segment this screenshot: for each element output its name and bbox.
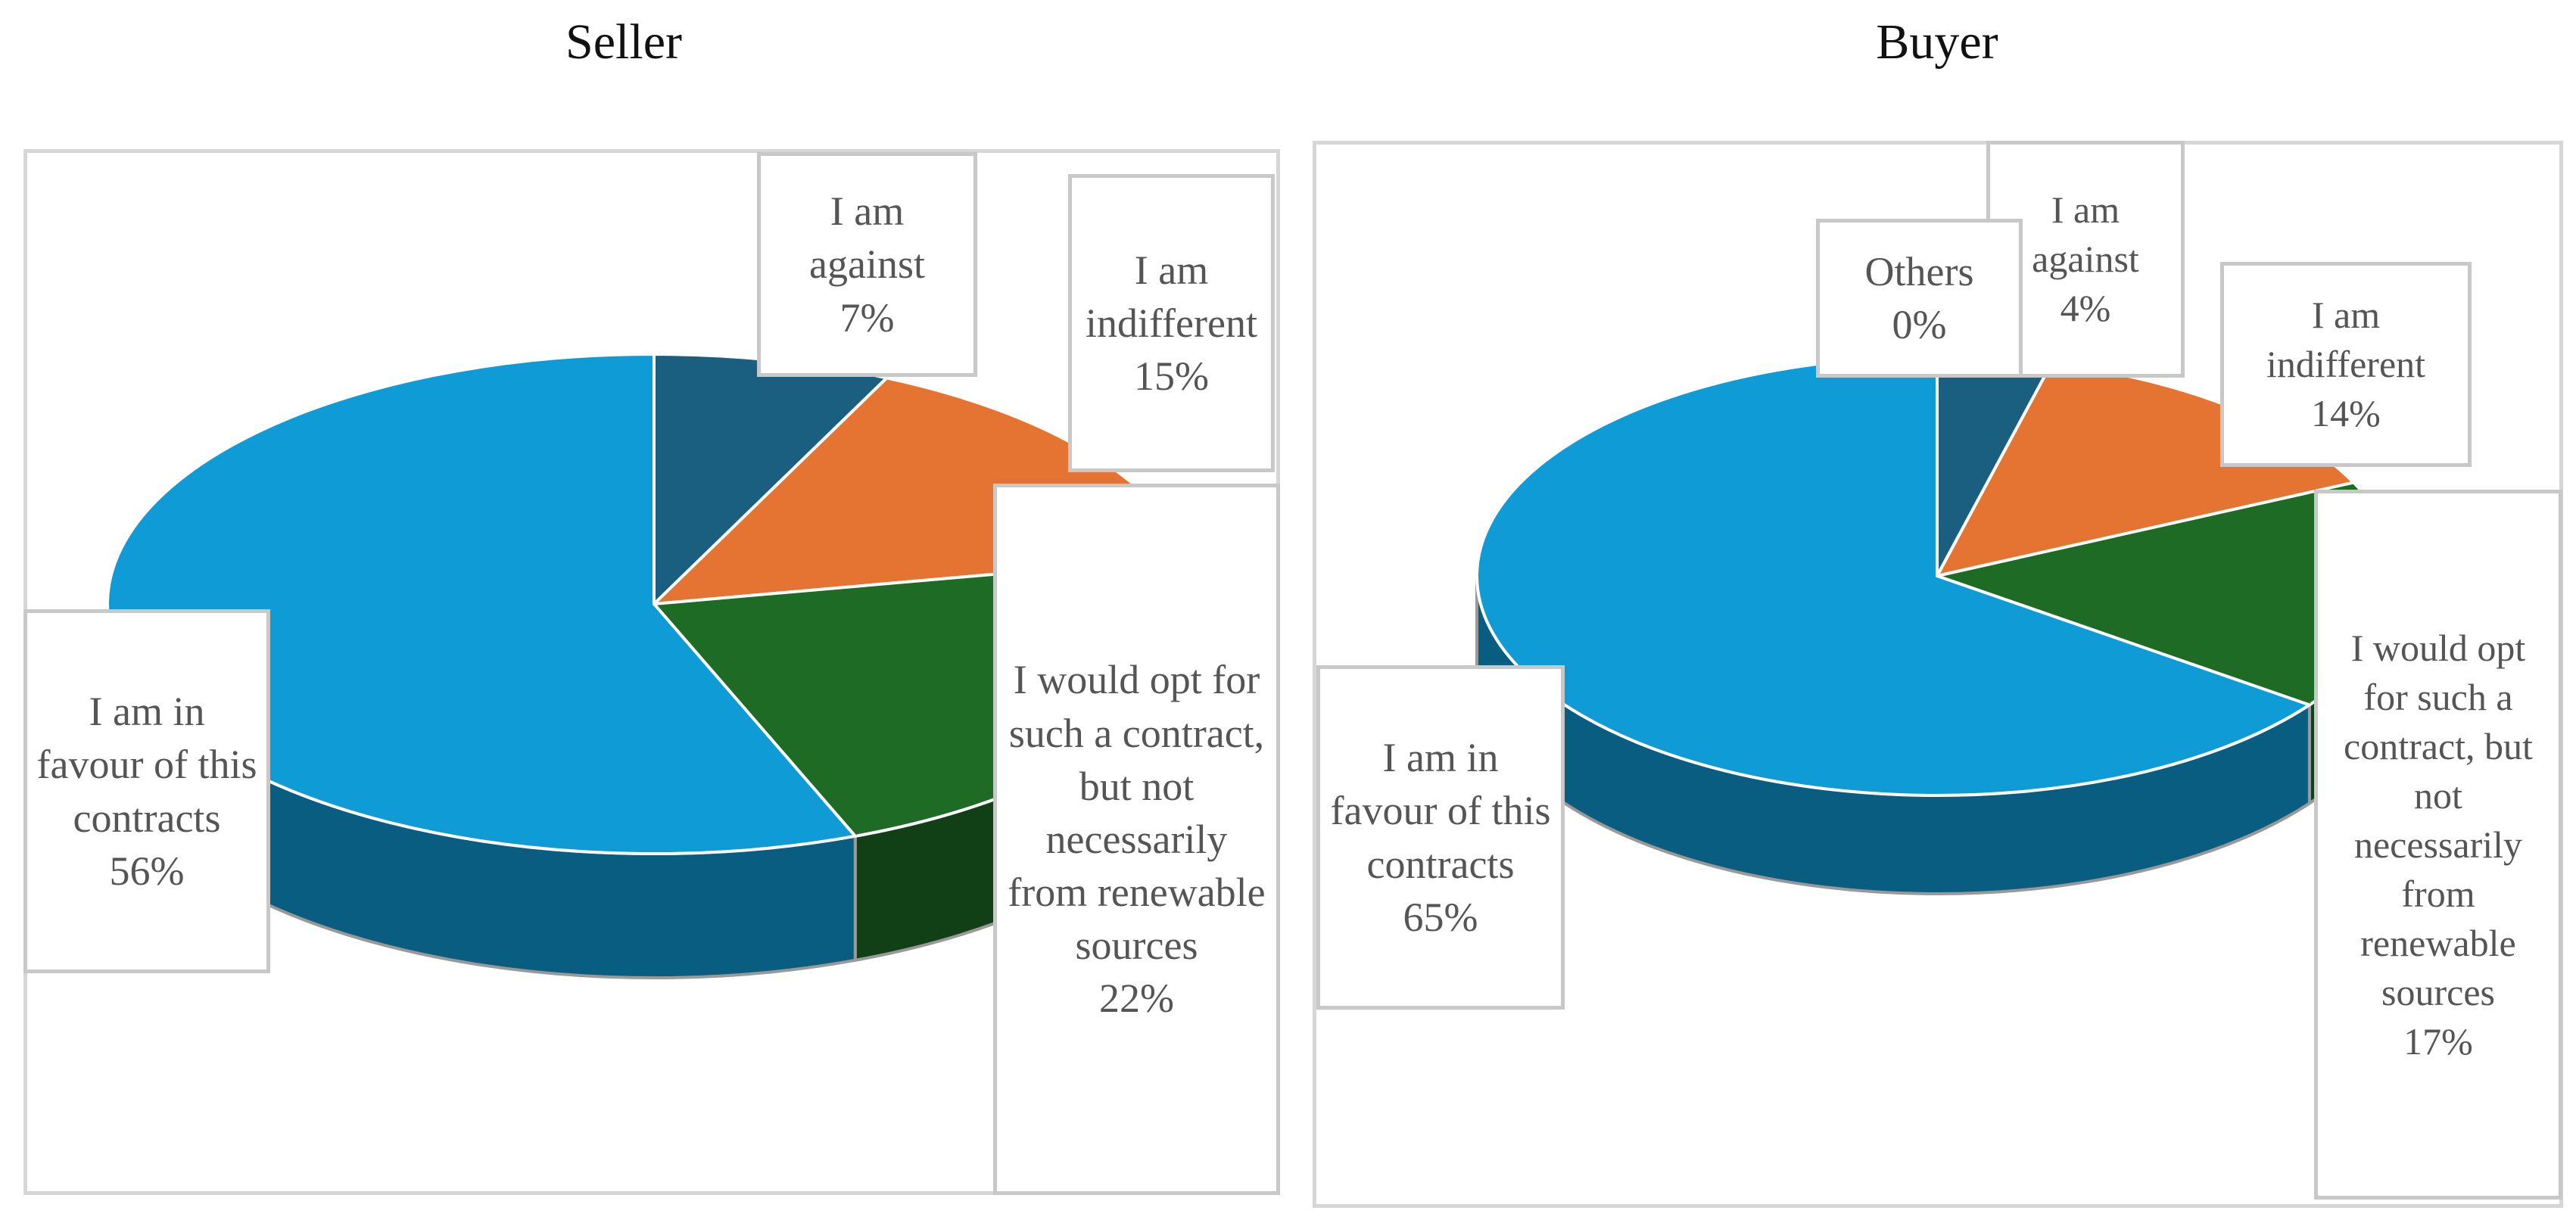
data-label: I am indifferent 15% bbox=[1068, 174, 1275, 472]
category-label: I would opt for such a contract, but not… bbox=[1008, 657, 1266, 969]
category-label: I am in favour of this contracts bbox=[1330, 735, 1551, 887]
data-label: Others 0% bbox=[1816, 219, 2023, 378]
category-label: I am in favour of this contracts bbox=[36, 689, 257, 841]
category-label: I am indifferent bbox=[1086, 247, 1257, 346]
value-label: 4% bbox=[2060, 287, 2111, 329]
category-label: I am against bbox=[2032, 188, 2139, 280]
value-label: 14% bbox=[2311, 392, 2381, 434]
data-label: I would opt for such a contract, but not… bbox=[993, 484, 1280, 1195]
data-label: I am in favour of this contracts 56% bbox=[23, 609, 270, 973]
category-label: I am indifferent bbox=[2266, 294, 2426, 385]
data-label: I would opt for such a contract, but not… bbox=[2314, 490, 2562, 1200]
value-label: 22% bbox=[1099, 976, 1174, 1022]
value-label: 7% bbox=[839, 294, 895, 341]
category-label: I am against bbox=[809, 188, 925, 288]
data-label: I am in favour of this contracts 65% bbox=[1316, 665, 1565, 1010]
data-label: I am against 7% bbox=[757, 152, 977, 377]
category-label: Others bbox=[1864, 248, 1974, 294]
value-label: 17% bbox=[2403, 1019, 2473, 1063]
value-label: 15% bbox=[1134, 353, 1209, 400]
value-label: 0% bbox=[1892, 302, 1947, 347]
chart-title: Seller bbox=[565, 14, 682, 70]
category-label: I would opt for such a contract, but not… bbox=[2344, 626, 2533, 1013]
chart-title: Buyer bbox=[1876, 14, 1998, 70]
data-label: I am indifferent 14% bbox=[2220, 262, 2472, 467]
value-label: 65% bbox=[1403, 894, 1478, 940]
value-label: 56% bbox=[109, 848, 185, 894]
